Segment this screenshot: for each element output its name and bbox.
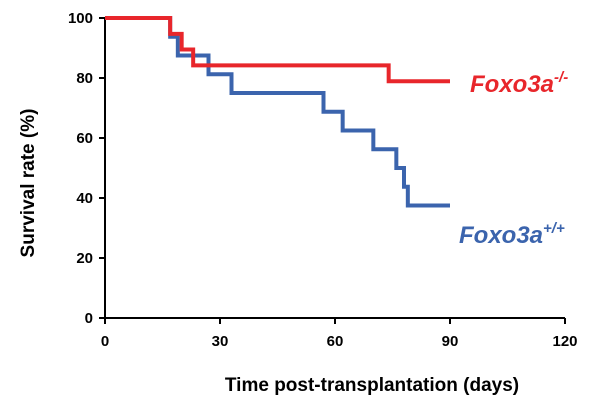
x-tick-label-30: 30: [212, 333, 229, 350]
legend-wt-name: Foxo3a: [459, 222, 543, 249]
series-foxo3a-ko-line: [105, 16, 450, 84]
x-ticks: 0 30 60 90 120: [101, 318, 578, 350]
legend-wt-genotype: +/+: [543, 220, 565, 237]
y-tick-label-40: 40: [76, 190, 93, 207]
legend-ko-name: Foxo3a: [470, 71, 554, 98]
y-tick-label-80: 80: [76, 70, 93, 87]
legend: Foxo3a-/- Foxo3a+/+: [459, 69, 568, 249]
legend-label-foxo3a-wt: Foxo3a+/+: [459, 220, 565, 249]
x-tick-label-0: 0: [101, 333, 109, 350]
x-axis-title: Time post-transplantation (days): [225, 375, 519, 396]
axes: [104, 18, 565, 319]
y-tick-label-60: 60: [76, 130, 93, 147]
series-foxo3a-wt-line: [105, 16, 450, 208]
y-tick-label-0: 0: [85, 310, 93, 327]
legend-ko-genotype: -/-: [554, 69, 568, 86]
x-tick-label-90: 90: [442, 333, 459, 350]
y-axis-title: Survival rate (%): [18, 109, 39, 258]
legend-label-foxo3a-ko: Foxo3a-/-: [470, 69, 568, 98]
x-tick-label-60: 60: [327, 333, 344, 350]
y-tick-label-20: 20: [76, 250, 93, 267]
y-tick-label-100: 100: [68, 10, 93, 27]
y-ticks: 0 20 40 60 80 100: [68, 10, 105, 327]
series-layer: [105, 16, 450, 208]
x-tick-label-120: 120: [552, 333, 577, 350]
